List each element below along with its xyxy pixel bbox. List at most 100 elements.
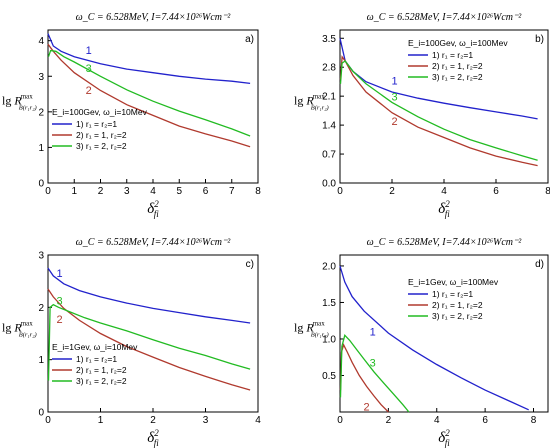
curve-label-3: 3	[86, 63, 92, 75]
x-tick-label: 0	[337, 415, 343, 426]
x-tick-label: 7	[229, 186, 235, 197]
x-tick-label: 8	[531, 415, 537, 426]
panel-label: c)	[246, 259, 254, 270]
series-line-2	[339, 55, 538, 167]
y-tick-label: 0.7	[322, 150, 336, 161]
series-line-3	[339, 60, 538, 161]
y-tick-label: 3.5	[322, 34, 336, 45]
y-tick-label: 3	[38, 251, 44, 262]
y-tick-label: 2.1	[322, 92, 336, 103]
x-tick-label: 4	[441, 186, 447, 197]
legend-entry: 3) r₁ = 2, r₂=2	[432, 72, 483, 82]
series-line-3	[339, 334, 410, 413]
y-tick-label: 0	[38, 179, 44, 190]
curve-label-2: 2	[56, 314, 62, 326]
legend-entry: 3) r₁ = 2, r₂=2	[432, 311, 483, 321]
chart-panel-b: ω_C = 6.528MeV, I=7.44×10²⁶Wcm⁻² 0 2 4 6 8 0.0…	[294, 12, 550, 219]
y-axis-label: lg Rmax B(r₁r₂)	[2, 93, 37, 112]
legend-entry: 1) r₁ = r₂=1	[76, 354, 117, 364]
x-tick-label: 0	[45, 415, 51, 426]
legend-entry: 1) r₁ = r₂=1	[432, 289, 473, 299]
series-line-2	[47, 43, 251, 148]
legend: E_i=100Gev, ω_i=10Mev 1) r₁ = r₂=12) r₁ =…	[52, 107, 148, 151]
chart-panel-a: ω_C = 6.528MeV, I=7.44×10²⁶Wcm⁻² 0 1 2 3 4 5 6 7…	[2, 12, 261, 219]
x-tick-label: 8	[255, 186, 261, 197]
x-tick-label: 6	[493, 186, 499, 197]
x-tick-label: 4	[255, 415, 261, 426]
plot-frame	[47, 254, 259, 413]
x-axis-label: δ2 fi	[438, 199, 450, 219]
y-tick-label: 2.0	[322, 261, 336, 272]
legend-header: E_i=1Gev, ω_i=100Mev	[408, 277, 499, 287]
curve-label-1: 1	[392, 76, 398, 88]
curve-label-1: 1	[370, 326, 376, 338]
series-line-1	[339, 265, 529, 411]
x-axis-label: δ2 fi	[147, 199, 159, 219]
x-tick-label: 0	[45, 186, 51, 197]
y-tick-label: 1.4	[322, 121, 336, 132]
x-tick-label: 0	[337, 186, 343, 197]
series-line-1	[47, 267, 251, 324]
chart-title: ω_C = 6.528MeV, I=7.44×10²⁶Wcm⁻²	[76, 12, 232, 23]
chart-title: ω_C = 6.528MeV, I=7.44×10²⁶Wcm⁻²	[367, 237, 523, 248]
y-tick-label: 2	[38, 303, 44, 314]
x-tick-label: 2	[389, 186, 395, 197]
x-tick-label: 4	[150, 186, 156, 197]
x-axis-label: δ2 fi	[438, 428, 450, 448]
legend-entry: 1) r₁ = r₂=1	[76, 119, 117, 129]
series-line-3	[47, 303, 251, 381]
x-tick-label: 2	[150, 415, 156, 426]
y-tick-label: 0	[38, 408, 44, 419]
legend-entry: 1) r₁ = r₂=1	[432, 50, 473, 60]
x-tick-label: 8	[545, 186, 550, 197]
y-tick-label: 0.0	[322, 179, 336, 190]
y-tick-label: 1.0	[322, 334, 336, 345]
x-tick-label: 2	[386, 415, 392, 426]
plot-frame	[339, 254, 549, 413]
series-line-2	[47, 288, 251, 391]
legend-entry: 3) r₁ = 2, r₂=2	[76, 376, 127, 386]
x-tick-label: 5	[176, 186, 182, 197]
chart-title: ω_C = 6.528MeV, I=7.44×10²⁶Wcm⁻²	[367, 12, 523, 23]
chart-panel-c: ω_C = 6.528MeV, I=7.44×10²⁶Wcm⁻² 0 1 2 3 4 0 1 2…	[2, 237, 261, 448]
y-axis-label: lg Rmax B(r₁r₂)	[294, 93, 329, 112]
legend-entry: 3) r₁ = 2, r₂=2	[76, 141, 127, 151]
panel-label: a)	[245, 34, 254, 45]
y-tick-label: 4	[38, 36, 44, 47]
legend: E_i=100Gev, ω_i=100Mev 1) r₁ = r₂=12) r₁ …	[408, 38, 508, 82]
x-tick-label: 1	[98, 415, 104, 426]
x-tick-label: 3	[203, 415, 209, 426]
y-tick-label: 0.5	[322, 371, 336, 382]
curve-label-3: 3	[56, 296, 62, 308]
curve-label-1: 1	[56, 268, 62, 280]
curve-label-1: 1	[86, 45, 92, 57]
x-axis-label: δ2 fi	[147, 428, 159, 448]
chart-title: ω_C = 6.528MeV, I=7.44×10²⁶Wcm⁻²	[76, 237, 232, 248]
x-tick-label: 1	[71, 186, 77, 197]
x-tick-label: 6	[203, 186, 209, 197]
legend: E_i=1Gev, ω_i=10Mev 1) r₁ = r₂=12) r₁ = 1…	[52, 342, 138, 386]
curve-label-3: 3	[392, 91, 398, 103]
x-tick-label: 3	[124, 186, 130, 197]
legend-entry: 2) r₁ = 1, r₂=2	[76, 130, 127, 140]
y-tick-label: 1	[38, 355, 44, 366]
panel-label: b)	[535, 34, 544, 45]
legend-header: E_i=100Gev, ω_i=100Mev	[408, 38, 508, 48]
legend-entry: 2) r₁ = 1, r₂=2	[432, 300, 483, 310]
series-line-1	[47, 33, 251, 85]
y-tick-label: 2.8	[322, 63, 336, 74]
series-line-3	[47, 49, 251, 137]
legend-header: E_i=1Gev, ω_i=10Mev	[52, 342, 138, 352]
curve-label-2: 2	[86, 85, 92, 97]
curve-label-2: 2	[364, 402, 370, 414]
curve-label-2: 2	[392, 116, 398, 128]
series-line-2	[339, 343, 389, 413]
x-tick-label: 6	[482, 415, 488, 426]
y-tick-label: 3	[38, 72, 44, 83]
y-tick-label: 2	[38, 107, 44, 118]
legend: E_i=1Gev, ω_i=100Mev 1) r₁ = r₂=12) r₁ = …	[408, 277, 499, 321]
curve-label-3: 3	[370, 358, 376, 370]
legend-header: E_i=100Gev, ω_i=10Mev	[52, 107, 148, 117]
legend-entry: 2) r₁ = 1, r₂=2	[76, 365, 127, 375]
